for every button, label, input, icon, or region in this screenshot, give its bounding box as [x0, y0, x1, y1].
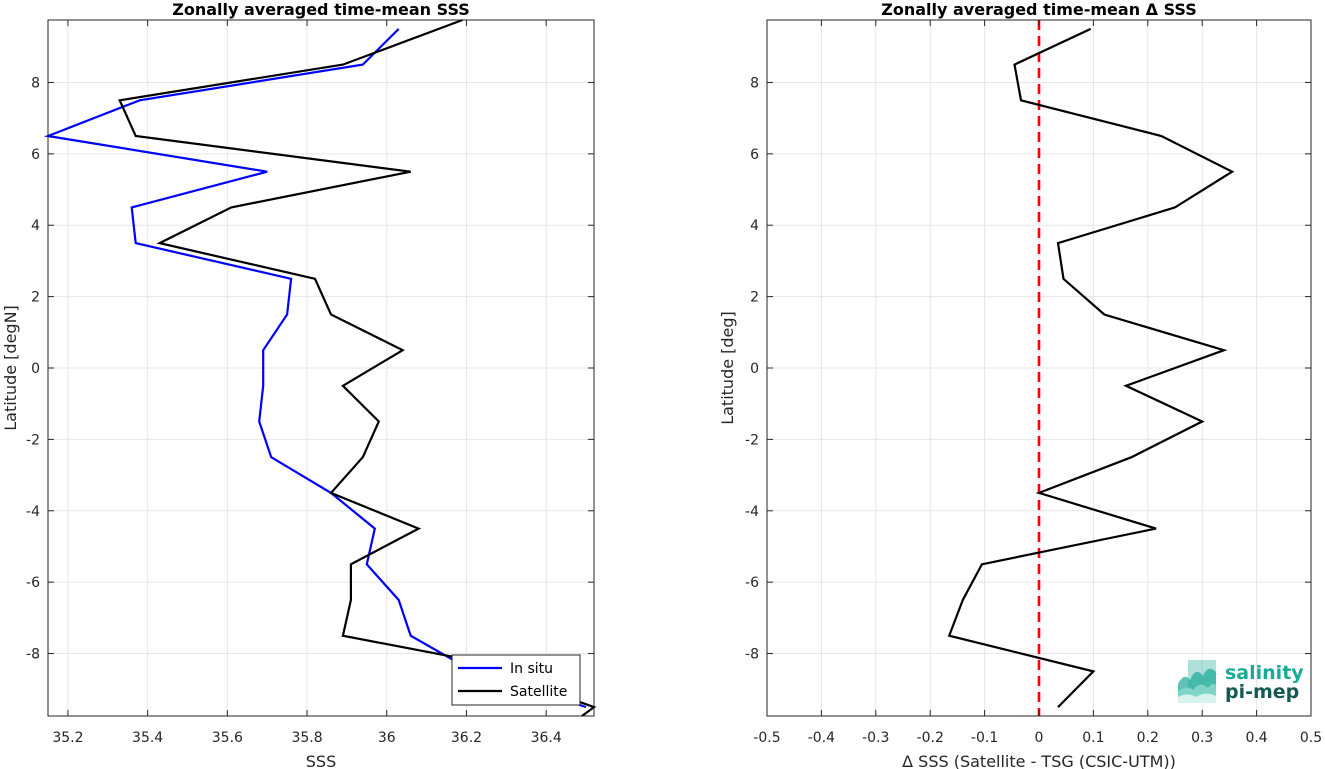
legend-label-in-situ: In situ [510, 661, 553, 677]
delta-x-tick-label: 0.2 [1137, 730, 1159, 746]
delta-y-tick-label: 4 [750, 218, 759, 234]
delta-x-tick-label: -0.4 [808, 730, 835, 746]
delta-x-tick-label: 0.1 [1082, 730, 1104, 746]
delta-x-tick-label: 0.4 [1245, 730, 1267, 746]
logo-line-2: pi-mep [1225, 681, 1299, 703]
legend: In situ Satellite [451, 654, 581, 706]
delta-x-tick-label: -0.3 [862, 730, 889, 746]
sss-y-tick-label: 0 [31, 361, 40, 377]
delta-y-tick-label: -6 [745, 575, 759, 591]
delta-y-tick-label: 0 [750, 361, 759, 377]
delta-y-axis-label: Latitude [deg] [718, 311, 737, 425]
delta-x-tick-label: -0.5 [753, 730, 780, 746]
delta-x-tick-label: 0 [1035, 730, 1044, 746]
legend-label-satellite: Satellite [510, 684, 567, 700]
sss-y-tick-label: 6 [31, 147, 40, 163]
sss-y-axis-label: Latitude [degN] [1, 305, 20, 431]
sss-x-axis-label: SSS [306, 752, 336, 769]
sss-series [43, 18, 597, 717]
sss-y-tick-label: -6 [26, 575, 40, 591]
delta-y-tick-label: 2 [750, 290, 759, 306]
sss-y-tick-label: -2 [26, 432, 40, 448]
delta-y-tick-label: 6 [750, 147, 759, 163]
delta-x-tick-label: 0.5 [1300, 730, 1322, 746]
delta-x-tick-label: 0.3 [1191, 730, 1213, 746]
sss-ticks: 35.2 35.4 35.6 35.8 36 36.2 36.4 8 6 4 2 0 -2 -4 -6 -8 [26, 20, 594, 746]
delta-x-axis-label: Δ SSS (Satellite - TSG (CSIC-UTM)) [902, 752, 1176, 769]
delta-y-tick-label: -2 [745, 432, 759, 448]
logo-line-1: salinity [1225, 662, 1304, 684]
sss-series-line-satellite [118, 18, 597, 717]
delta-chart-title: Zonally averaged time-mean Δ SSS [881, 0, 1197, 19]
delta-series [947, 27, 1235, 708]
sss-y-tick-label: 2 [31, 290, 40, 306]
delta-y-tick-label: -8 [745, 647, 759, 663]
delta-y-tick-label: -4 [745, 504, 759, 520]
delta-x-tick-label: -0.2 [917, 730, 944, 746]
delta-y-tick-label: 8 [750, 75, 759, 91]
sss-y-tick-label: -4 [26, 504, 40, 520]
sss-y-tick-label: 8 [31, 75, 40, 91]
sss-x-tick-label: 35.4 [132, 730, 163, 746]
sss-panel: 35.2 35.4 35.6 35.8 36 36.2 36.486420-2-4-6-8 … [1, 0, 597, 769]
sss-x-tick-label: 35.6 [212, 730, 243, 746]
sss-x-tick-label: 36.2 [451, 730, 482, 746]
sss-y-tick-label: 4 [31, 218, 40, 234]
sss-series-line-in-situ [43, 28, 587, 709]
sss-x-tick-label: 35.8 [291, 730, 322, 746]
delta-x-tick-label: -0.1 [971, 730, 998, 746]
sss-y-tick-label: -8 [26, 647, 40, 663]
sss-chart-title: Zonally averaged time-mean SSS [172, 0, 470, 19]
salinity-pimep-logo: salinity pi-mep [1178, 660, 1304, 703]
delta-sss-panel: -0.5 -0.4 -0.3 -0.2 -0.1 0 0.1 0.2 0.3 0.4 0.5 8 6 4 2… [718, 0, 1322, 769]
wave-icon [1178, 660, 1216, 703]
sss-x-tick-label: 36 [378, 730, 396, 746]
sss-x-tick-label: 35.2 [52, 730, 83, 746]
legend-box [451, 654, 581, 706]
delta-ticks: -0.5 -0.4 -0.3 -0.2 -0.1 0 0.1 0.2 0.3 0.4 0.5 8 6 4 2… [745, 20, 1322, 746]
delta-series-line-delta [947, 27, 1235, 708]
sss-grid [48, 20, 594, 716]
sss-x-tick-label: 36.4 [531, 730, 562, 746]
